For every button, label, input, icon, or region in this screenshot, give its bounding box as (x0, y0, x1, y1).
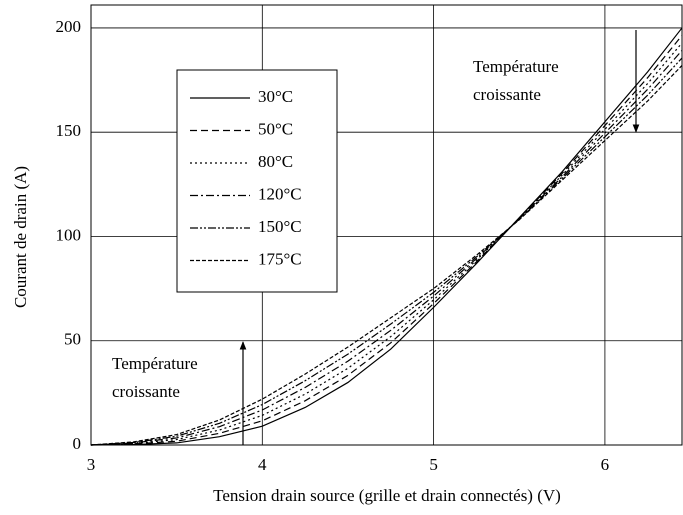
x-tick-label: 3 (87, 455, 96, 474)
legend-label: 175°C (258, 249, 302, 268)
y-tick-label: 50 (64, 330, 81, 349)
x-axis-label: Tension drain source (grille et drain co… (213, 486, 561, 505)
legend-label: 50°C (258, 119, 293, 138)
line-series (90, 50, 683, 446)
line-series (90, 65, 683, 446)
line-series (90, 27, 683, 446)
x-tick-label: 4 (258, 455, 267, 474)
legend-label: 80°C (258, 152, 293, 171)
x-tick-label: 6 (601, 455, 610, 474)
line-series (90, 35, 683, 446)
legend-label: 30°C (258, 87, 293, 106)
y-tick-label: 150 (56, 121, 82, 140)
x-tick-label: 5 (429, 455, 438, 474)
y-tick-label: 100 (56, 225, 82, 244)
annotation: croissante (473, 85, 541, 104)
y-axis-label: Courant de drain (A) (11, 166, 30, 308)
legend-box (176, 69, 338, 293)
y-tick-label: 200 (56, 17, 82, 36)
line-series (90, 57, 683, 446)
y-tick-label: 0 (73, 434, 82, 453)
annotation: croissante (112, 382, 180, 401)
legend-label: 120°C (258, 184, 302, 203)
annotation: Température (112, 354, 198, 373)
legend-label: 150°C (258, 217, 302, 236)
annotation: Température (473, 57, 559, 76)
line-series (90, 42, 683, 446)
